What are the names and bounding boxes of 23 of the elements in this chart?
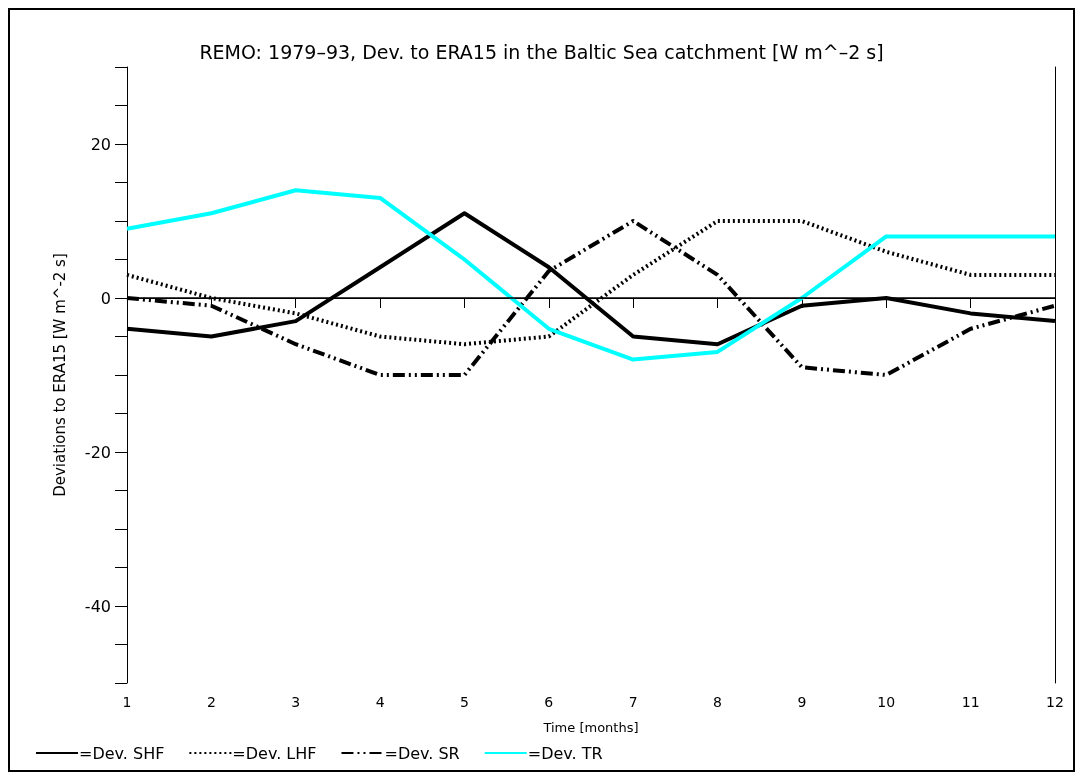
x-tick-label: 3 xyxy=(291,694,301,710)
x-tick-label: 1 xyxy=(122,694,132,710)
legend-label: =Dev. SHF xyxy=(79,743,165,763)
x-tick-label: 11 xyxy=(961,694,980,710)
x-tick-label: 9 xyxy=(797,694,807,710)
x-tick-label: 8 xyxy=(713,694,723,710)
y-axis-title: Deviations to ERA15 [W m^-2 s] xyxy=(50,253,69,497)
chart-title: REMO: 1979–93, Dev. to ERA15 in the Baltic Sea catchment [W m^–2 s] xyxy=(199,40,884,63)
legend-label: =Dev. TR xyxy=(527,743,603,763)
x-tick-label: 6 xyxy=(544,694,554,710)
x-tick-label: 5 xyxy=(459,694,469,710)
y-tick-label: 0 xyxy=(100,288,111,308)
legend-label: =Dev. LHF xyxy=(232,743,317,763)
x-axis-title: Time [months] xyxy=(542,720,639,735)
legend-label: =Dev. SR xyxy=(384,743,460,763)
x-tick-label: 4 xyxy=(375,694,385,710)
x-tick-label: 10 xyxy=(877,694,896,710)
x-tick-label: 2 xyxy=(206,694,216,710)
y-tick-label: -40 xyxy=(84,596,111,616)
y-tick-label: -20 xyxy=(84,442,111,462)
x-tick-label: 7 xyxy=(628,694,638,710)
y-tick-label: 20 xyxy=(90,134,111,154)
x-tick-label: 12 xyxy=(1046,694,1064,710)
